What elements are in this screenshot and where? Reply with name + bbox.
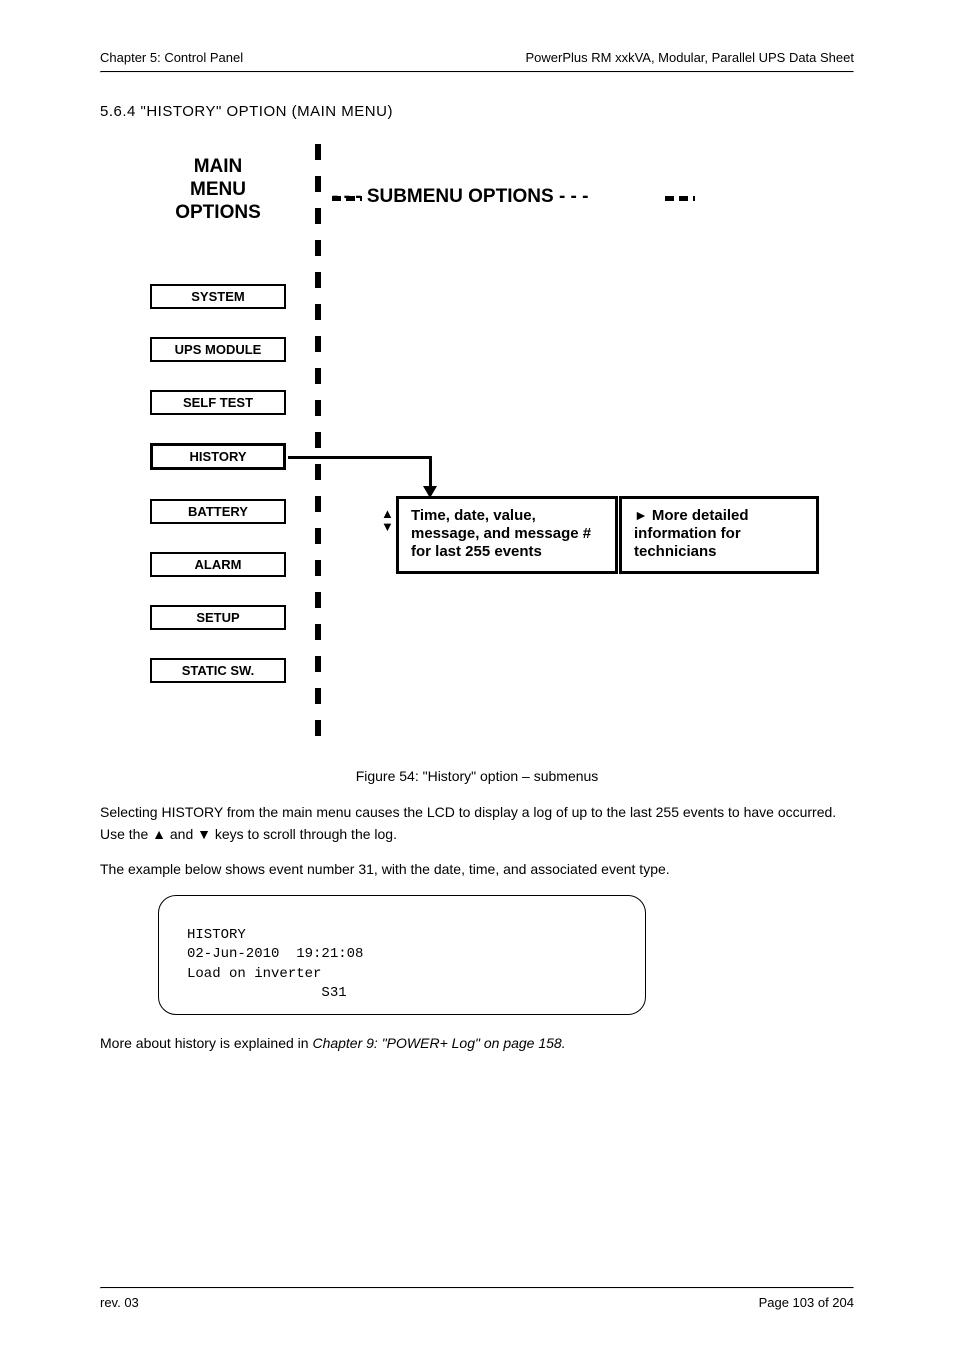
vertical-dashed-divider [315,144,321,744]
footer-left: rev. 03 [100,1295,139,1310]
footer-right: Page 103 of 204 [759,1295,854,1310]
submenu-title: - - - SUBMENU OPTIONS - - - [332,186,588,208]
lcd-line-1: HISTORY [187,927,246,943]
body-text: Selecting HISTORY from the main menu cau… [100,802,854,881]
paragraph-1: Selecting HISTORY from the main menu cau… [100,802,854,845]
header-left: Chapter 5: Control Panel [100,50,243,65]
diagram: MAINMENUOPTIONS - - - SUBMENU OPTIONS - … [122,144,854,764]
lcd-line-2: 02-Jun-2010 19:21:08 [187,946,363,962]
menu-item-system: SYSTEM [150,284,286,309]
history-detail-text: Time, date, value, message, and message … [411,507,591,560]
header-right: PowerPlus RM xxkVA, Modular, Parallel UP… [525,50,854,65]
history-detail-box: ▲▼ Time, date, value, message, and messa… [396,496,618,574]
connector-vertical [429,456,432,488]
footnote-reference: Chapter 9: "POWER+ Log" on page 158. [312,1035,565,1051]
section-heading: 5.6.4 "HISTORY" OPTION (MAIN MENU) [100,103,854,120]
menu-item-setup: SETUP [150,605,286,630]
main-menu-title: MAINMENUOPTIONS [150,156,286,224]
header-rule [100,71,854,73]
footnote-lead: More about history is explained in [100,1035,309,1051]
menu-item-battery: BATTERY [150,499,286,524]
footer-rule [100,1287,854,1289]
menu-item-static-sw-: STATIC SW. [150,658,286,683]
connector-horizontal [288,456,432,459]
menu-item-self-test: SELF TEST [150,390,286,415]
paragraph-2: The example below shows event number 31,… [100,859,854,881]
menu-item-ups-module: UPS MODULE [150,337,286,362]
updown-arrows-icon: ▲▼ [381,507,394,533]
menu-item-history: HISTORY [150,443,286,470]
technician-detail-box: ► More detailed information for technici… [619,496,819,574]
technician-detail-text: More detailed information for technician… [634,507,749,560]
lcd-line-4: S31 [187,985,347,1001]
submenu-dashes-right [665,196,695,201]
lcd-display-box: HISTORY 02-Jun-2010 19:21:08 Load on inv… [158,895,646,1015]
footnote: More about history is explained in Chapt… [100,1035,854,1051]
menu-item-alarm: ALARM [150,552,286,577]
right-arrow-icon: ► [634,507,648,524]
figure-caption: Figure 54: "History" option – submenus [100,768,854,784]
lcd-line-3: Load on inverter [187,966,321,982]
